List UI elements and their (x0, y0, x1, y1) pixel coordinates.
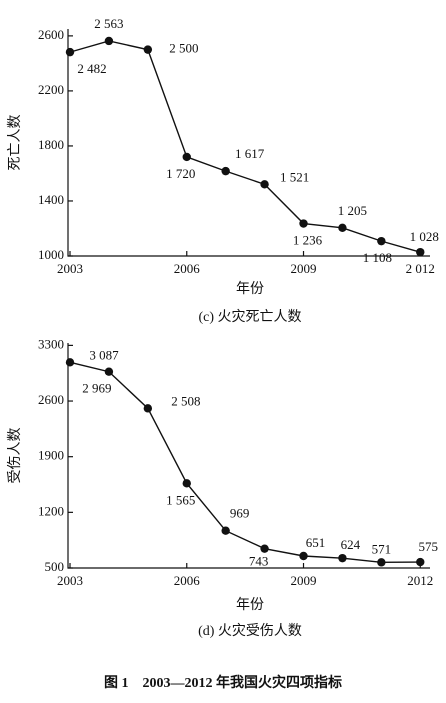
point (104, 367, 114, 376)
x-axis-title: 年份 (236, 281, 264, 297)
caption: (d) 火灾受伤人数 (198, 622, 302, 639)
axes (67, 29, 430, 257)
line (69, 40, 421, 253)
y-tick-label: 1000 (38, 247, 64, 262)
point (299, 551, 308, 561)
point (65, 358, 75, 367)
data-label: 571 (372, 541, 392, 556)
point (377, 236, 386, 246)
point (182, 479, 191, 488)
x-tick-label: 2003 (57, 573, 83, 588)
point (182, 152, 191, 162)
data-label: 1 565 (166, 492, 195, 507)
data-label: 1 205 (338, 203, 367, 218)
y-axis-title: 死亡人数 (7, 115, 23, 171)
data-label: 1 108 (363, 250, 392, 265)
data-label: 1 028 (410, 229, 439, 244)
x-axis-title: 年份 (236, 597, 264, 613)
y-tick-label: 1200 (38, 503, 64, 518)
x-tick-label: 2006 (174, 261, 201, 276)
x-tick-label: 2 012 (406, 261, 435, 276)
point (221, 166, 230, 176)
point (221, 526, 230, 535)
y-tick-label: 3300 (38, 336, 64, 351)
figure-caption: 图 1 2003—2012 年我国火灾四项指标 (104, 674, 342, 691)
y-axis-title: 受伤人数 (7, 428, 23, 484)
line (69, 361, 421, 564)
point (416, 557, 425, 567)
point (143, 404, 153, 413)
point (143, 45, 153, 54)
data-label: 1 236 (293, 233, 323, 248)
point (377, 558, 386, 567)
data-label: 2 508 (171, 393, 200, 408)
axes (67, 343, 430, 569)
data-label: 3 087 (89, 347, 119, 362)
data-label: 2 482 (77, 61, 106, 76)
x-tick-label: 2003 (57, 261, 83, 276)
data-label: 624 (341, 537, 361, 552)
y-tick-label: 500 (45, 559, 65, 574)
y-tick-label: 1400 (38, 192, 64, 207)
point (104, 36, 114, 46)
data-label: 1 720 (166, 166, 195, 181)
y-tick-label: 1900 (38, 448, 64, 463)
data-label: 2 563 (94, 16, 123, 31)
data-label: 969 (230, 506, 250, 521)
point (338, 553, 347, 563)
point (338, 223, 347, 232)
x-tick-label: 2012 (407, 573, 433, 588)
data-label: 743 (249, 554, 269, 569)
y-tick-label: 2600 (38, 392, 64, 407)
data-label: 2 500 (169, 41, 198, 56)
data-label: 651 (306, 535, 326, 550)
point (65, 47, 75, 57)
caption: (c) 火灾死亡人数 (198, 308, 301, 325)
x-tick-label: 2006 (174, 573, 201, 588)
data-label: 1 617 (235, 146, 265, 161)
point (416, 247, 425, 257)
point (260, 544, 269, 553)
data-label: 1 521 (280, 169, 309, 184)
point (299, 219, 308, 228)
x-tick-label: 2009 (291, 573, 317, 588)
point (260, 180, 269, 189)
data-label: 575 (419, 539, 439, 554)
data-label: 2 969 (82, 381, 111, 396)
y-tick-label: 2600 (38, 27, 64, 42)
x-tick-label: 2009 (291, 261, 317, 276)
y-tick-label: 2200 (38, 82, 64, 97)
y-tick-label: 1800 (38, 137, 64, 152)
